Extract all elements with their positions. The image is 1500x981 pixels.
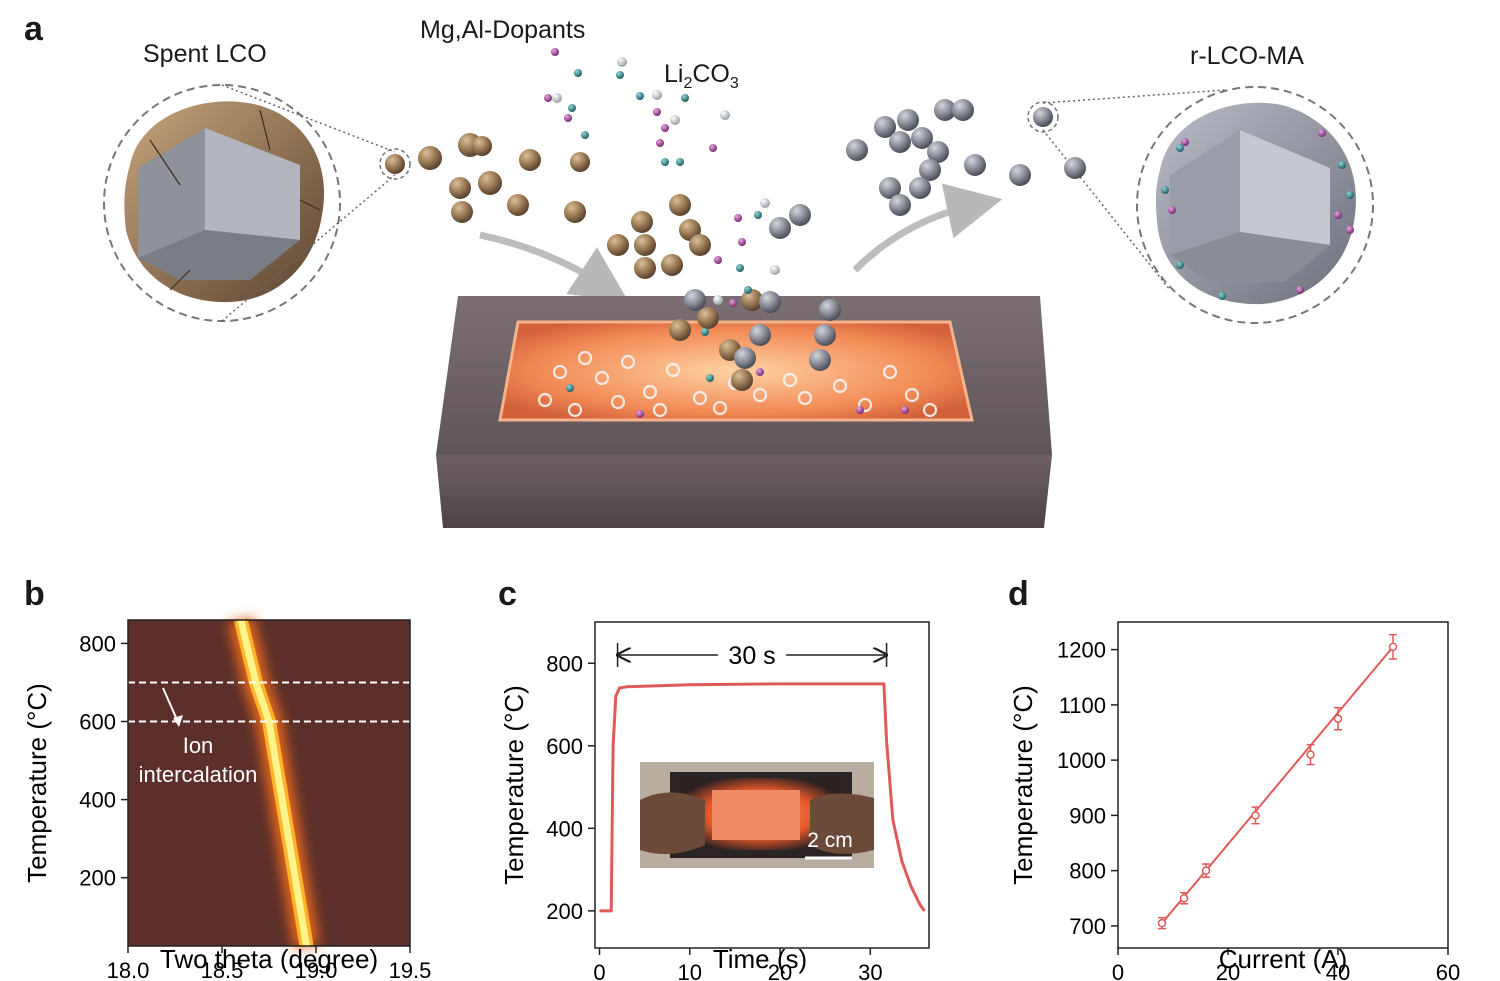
- b-ytick-label: 200: [79, 866, 116, 891]
- data-point: [1333, 714, 1343, 723]
- al-dopants: [568, 69, 762, 336]
- d-xlabel: Current (A): [1219, 944, 1348, 974]
- d-ylabel: Temperature (°C): [1008, 685, 1038, 885]
- b-xtick-label: 19.5: [389, 958, 432, 981]
- annotation-arrow: [162, 687, 179, 723]
- data-point: [1179, 894, 1189, 903]
- annotation-ion: Ion: [183, 733, 214, 758]
- surface-dopants: [1161, 129, 1354, 300]
- spent-particles: [385, 133, 763, 391]
- c-xtick-label: 30: [858, 960, 882, 981]
- c-xtick-label: 20: [768, 960, 792, 981]
- b-xtick-label: 19.0: [295, 958, 338, 981]
- panel-letter-b: b: [24, 575, 45, 613]
- d-ytick-label: 700: [1069, 914, 1106, 939]
- li2co3-sub2: 3: [729, 75, 739, 92]
- panel-letter-a: a: [24, 10, 43, 48]
- product-particle-cutaway-icon: [1136, 86, 1374, 324]
- b-ytick-label: 400: [79, 788, 116, 813]
- temperature-curve: [599, 682, 926, 913]
- c-ytick-label: 400: [546, 816, 583, 841]
- d-xtick-label: 20: [1216, 960, 1240, 981]
- d-xtick-label: 0: [1112, 960, 1124, 981]
- panel-c-chart: 2 cm 30 s 0 10 20 30 200 400 600 800 Time (s) T…: [499, 621, 930, 981]
- arrow-icon: [479, 231, 629, 302]
- label-li2co3: Li2CO3: [664, 60, 739, 93]
- d-ytick-label: 1000: [1057, 748, 1106, 773]
- d-ytick-label: 1200: [1057, 638, 1106, 663]
- mg-dopants: [544, 48, 746, 307]
- b-ylabel: Temperature (°C): [22, 683, 52, 883]
- label-spent-lco: Spent LCO: [143, 40, 267, 68]
- heatmap-peak: [228, 616, 320, 949]
- linear-fit-line: [1161, 646, 1394, 924]
- panel-d-chart: 0 20 40 60 700 800 900 1000 1100 1200 Current (A)…: [1008, 621, 1460, 981]
- c-xtick-label: 0: [593, 960, 605, 981]
- panel-b-heatmap: Ion intercalation 18.0 18.5 19.0 19.5 200 400…: [22, 616, 432, 981]
- d-xtick-label: 60: [1436, 960, 1460, 981]
- c-ytick-label: 200: [546, 899, 583, 924]
- data-point: [1388, 642, 1398, 652]
- annotation-intercalation: intercalation: [139, 762, 258, 787]
- li2co3-sub1: 2: [683, 75, 693, 92]
- c-xlabel: Time (s): [713, 944, 807, 974]
- c-ylabel: Temperature (°C): [499, 685, 529, 885]
- b-ytick-label: 600: [79, 710, 116, 735]
- panel-letter-c: c: [498, 575, 517, 613]
- data-point: [1157, 918, 1167, 928]
- b-xtick-label: 18.0: [107, 958, 150, 981]
- data-point: [1201, 866, 1211, 875]
- product-particles: [684, 99, 1086, 371]
- c-ytick-label: 600: [546, 734, 583, 759]
- label-dopants: Mg,Al-Dopants: [420, 16, 586, 44]
- duration-label: 30 s: [728, 642, 775, 670]
- spent-particle-cutaway-icon: [103, 84, 341, 322]
- d-ytick-label: 800: [1069, 859, 1106, 884]
- inset-scale-label: 2 cm: [807, 829, 853, 852]
- d-ytick-label: 900: [1069, 803, 1106, 828]
- d-ytick-label: 1100: [1059, 693, 1106, 718]
- li2co3-li: Li: [664, 60, 684, 88]
- panel-a-illustration: [103, 48, 1374, 528]
- b-ytick-label: 800: [79, 631, 116, 656]
- inset-photo: 2 cm: [640, 762, 874, 868]
- label-r-lco-ma: r-LCO-MA: [1190, 42, 1304, 70]
- c-ytick-label: 800: [546, 651, 583, 676]
- b-xtick-label: 18.5: [201, 958, 244, 981]
- panel-letter-d: d: [1008, 575, 1029, 613]
- li-particles: [552, 57, 780, 305]
- data-point: [1251, 811, 1260, 820]
- data-point: [1306, 750, 1315, 759]
- li2co3-co: CO: [692, 60, 730, 88]
- b-xlabel: Two theta (degree): [160, 944, 378, 974]
- d-xtick-label: 40: [1326, 960, 1350, 981]
- furnace-boat-icon: [436, 296, 1052, 528]
- arrow-icon: [852, 183, 1003, 273]
- c-xtick-label: 10: [678, 960, 702, 981]
